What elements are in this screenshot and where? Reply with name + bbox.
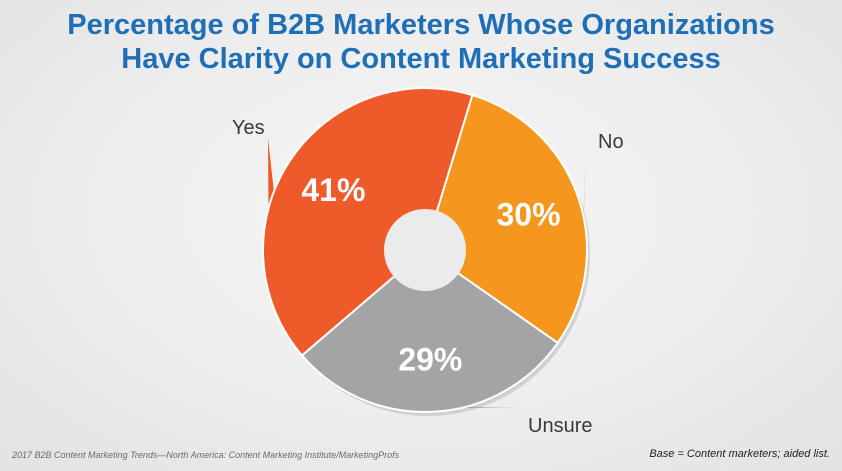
slice-no	[423, 93, 588, 345]
base-note: Base = Content marketers; aided list.	[649, 448, 830, 460]
slice-unsure	[300, 248, 560, 413]
chart-title: Percentage of B2B Marketers Whose Organi…	[0, 8, 842, 76]
category-label-yes: Yes	[232, 117, 265, 139]
source-note: 2017 B2B Content Marketing Trends—North …	[12, 450, 400, 460]
donut-hole	[384, 209, 466, 291]
value-label-unsure: 29%	[398, 341, 462, 377]
chart-title-line-1: Percentage of B2B Marketers Whose Organi…	[67, 9, 775, 41]
slice-yes	[262, 87, 474, 357]
value-label-no: 30%	[497, 196, 561, 232]
category-label-no: No	[598, 131, 624, 153]
category-label-unsure: Unsure	[528, 415, 592, 437]
chart-title-line-2: Have Clarity on Content Marketing Succes…	[121, 43, 721, 75]
value-label-yes: 41%	[301, 172, 365, 208]
